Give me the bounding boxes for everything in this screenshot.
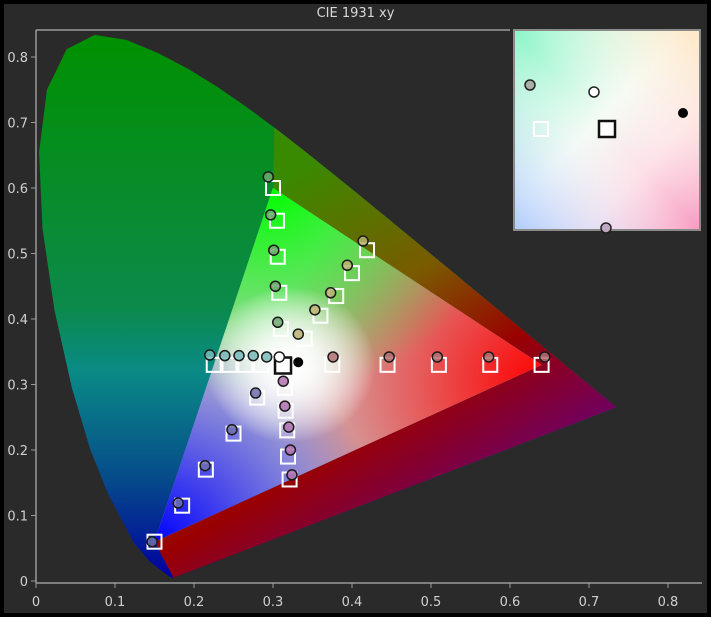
y-tick-label: 0.1 [7, 510, 28, 525]
y-tick-label: 0.6 [7, 182, 28, 197]
reference-point [293, 357, 304, 368]
blue-measured-point [146, 535, 158, 548]
chart-title: CIE 1931 xy [316, 6, 395, 21]
green-target-marker [265, 180, 281, 196]
magenta-measured-point [286, 469, 298, 481]
inset-white-measured [588, 86, 600, 98]
magenta-measured-point [283, 421, 295, 433]
cyan-measured-point [219, 349, 231, 362]
red-measured-point [539, 351, 551, 363]
red-measured-point [383, 351, 395, 363]
yellow-measured-point [357, 235, 369, 247]
x-tick-label: 0.8 [658, 595, 679, 610]
red-measured-point [431, 351, 444, 363]
magenta-measured-point [279, 400, 291, 412]
green-measured-point [271, 316, 284, 329]
x-tick-label: 0.4 [342, 595, 363, 610]
y-tick-label: 0.8 [7, 51, 28, 66]
blue-measured-point [199, 459, 211, 472]
x-tick-label: 0.5 [421, 595, 442, 610]
out-of-gamut-region [154, 127, 617, 578]
y-tick-label: 0.5 [7, 248, 28, 263]
x-tick-label: 0.6 [500, 595, 521, 610]
blue-measured-point [226, 423, 238, 436]
x-tick-label: 0.2 [184, 595, 205, 610]
red-measured-point [327, 351, 339, 363]
inset-reference-point [678, 108, 688, 118]
red-measured-point [482, 351, 495, 363]
yellow-measured-point [324, 287, 337, 299]
cyan-measured-point [204, 349, 216, 361]
inset-cyan-target [533, 121, 549, 137]
green-measured-point [264, 209, 277, 221]
y-tick-label: 0 [20, 575, 28, 590]
white-point-measured [273, 351, 286, 363]
yellow-measured-point [341, 259, 354, 272]
y-tick-label: 0.7 [7, 117, 28, 132]
magenta-measured-point [284, 444, 297, 456]
green-measured-point [269, 280, 282, 292]
gamut-triangle-shade [154, 188, 542, 542]
blue-measured-point [172, 497, 184, 509]
y-tick-label: 0.2 [7, 444, 28, 459]
magenta-measured-point [277, 375, 290, 387]
white-point-inset [513, 29, 701, 234]
cyan-measured-point [260, 351, 273, 363]
green-target-marker [268, 212, 285, 229]
x-tick-label: 0.7 [579, 595, 600, 610]
x-tick-label: 0.1 [105, 595, 126, 610]
y-tick-label: 0.3 [7, 379, 28, 394]
blue-measured-point [249, 387, 262, 399]
inset-magenta-measured [600, 222, 612, 234]
inset-cyan-measured [524, 79, 536, 91]
yellow-measured-point [292, 328, 305, 340]
y-tick-label: 0.4 [7, 313, 28, 328]
inset-white-target [597, 119, 617, 139]
green-measured-point [268, 244, 280, 256]
cyan-measured-point [233, 349, 245, 362]
x-tick-label: 0.3 [263, 595, 284, 610]
yellow-measured-point [309, 304, 321, 316]
green-measured-point [262, 171, 275, 183]
x-tick-label: 0 [32, 595, 40, 610]
cyan-measured-point [247, 349, 259, 362]
cyan-target-marker [237, 356, 254, 373]
